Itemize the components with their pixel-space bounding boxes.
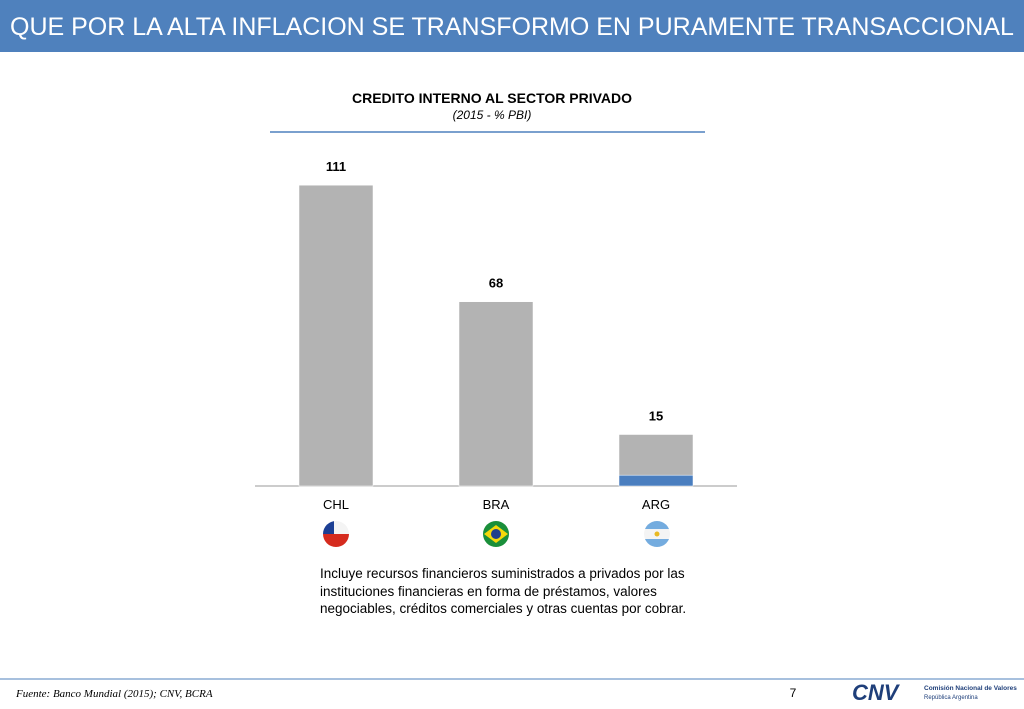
- slide-title: QUE POR LA ALTA INFLACION SE TRANSFORMO …: [10, 13, 1014, 41]
- logo-line2: República Argentina: [924, 695, 978, 701]
- x-tick-label: ARG: [642, 497, 670, 512]
- x-tick-label: BRA: [483, 497, 510, 512]
- page-number: 7: [790, 686, 797, 700]
- chart-title: CREDITO INTERNO AL SECTOR PRIVADO: [352, 90, 632, 106]
- flag-argentina: [644, 521, 670, 547]
- value-label: 111: [326, 159, 346, 174]
- value-label: 15: [649, 409, 663, 424]
- flag-chile: [323, 521, 349, 547]
- logo: CNV: [852, 680, 901, 705]
- bar-segment: [618, 434, 694, 476]
- bar-segment: [298, 184, 374, 487]
- chart-subtitle: (2015 - % PBI): [453, 108, 532, 122]
- x-tick-label: CHL: [323, 497, 349, 512]
- logo-line1: Comisión Nacional de Valores: [924, 685, 1017, 692]
- bar-segment: [618, 474, 694, 487]
- bar-segment: [458, 301, 534, 487]
- note: Incluye recursos financieros suministrad…: [320, 566, 687, 616]
- value-label: 68: [489, 276, 503, 291]
- flag-brazil: [483, 521, 509, 547]
- source: Fuente: Banco Mundial (2015); CNV, BCRA: [15, 688, 213, 700]
- header-bar: [0, 0, 1024, 52]
